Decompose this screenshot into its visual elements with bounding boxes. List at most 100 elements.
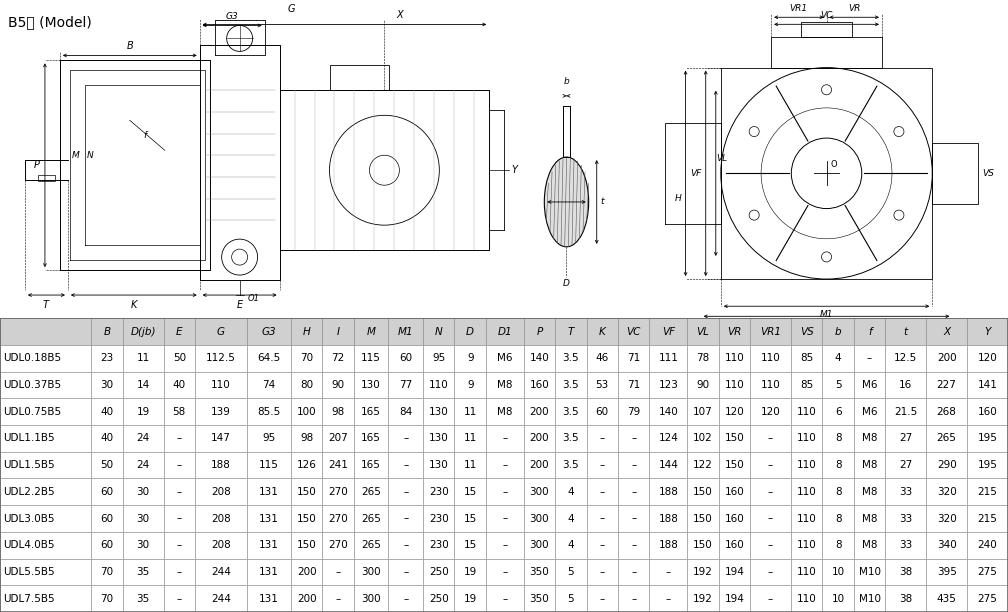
Bar <box>163 452 195 479</box>
Text: 120: 120 <box>761 407 780 417</box>
Text: –: – <box>502 594 507 603</box>
Text: X: X <box>396 10 403 20</box>
Circle shape <box>544 157 589 247</box>
Bar <box>123 505 163 532</box>
Text: –: – <box>502 513 507 523</box>
Text: M8: M8 <box>862 540 877 550</box>
Bar <box>555 345 587 371</box>
Text: 72: 72 <box>332 353 345 364</box>
Bar <box>823 345 854 371</box>
Bar <box>587 585 618 612</box>
Text: 60: 60 <box>101 487 114 497</box>
Bar <box>0 398 91 425</box>
Text: UDL0.37B5: UDL0.37B5 <box>3 380 61 390</box>
Bar <box>555 371 587 398</box>
Text: 110: 110 <box>797 513 816 523</box>
Bar <box>323 398 354 425</box>
Bar <box>524 398 555 425</box>
Bar <box>354 425 388 452</box>
Circle shape <box>749 210 759 220</box>
Text: VL: VL <box>697 327 710 337</box>
Bar <box>486 398 524 425</box>
Bar <box>618 559 649 585</box>
Text: 265: 265 <box>361 540 381 550</box>
Text: 110: 110 <box>797 487 816 497</box>
Bar <box>823 425 854 452</box>
Bar <box>587 371 618 398</box>
Text: 192: 192 <box>692 594 713 603</box>
Bar <box>524 532 555 559</box>
Bar <box>687 585 719 612</box>
Bar <box>323 532 354 559</box>
Bar <box>750 505 791 532</box>
Bar <box>323 559 354 585</box>
Text: 208: 208 <box>211 513 231 523</box>
Bar <box>618 479 649 505</box>
Text: 110: 110 <box>797 567 816 577</box>
Bar <box>555 585 587 612</box>
Bar <box>323 479 354 505</box>
Bar <box>618 585 649 612</box>
Text: 110: 110 <box>797 460 816 470</box>
Text: UDL1.1B5: UDL1.1B5 <box>3 433 54 444</box>
Bar <box>291 532 323 559</box>
Text: 8: 8 <box>835 513 842 523</box>
Text: 165: 165 <box>361 460 381 470</box>
Bar <box>291 318 323 345</box>
Bar <box>423 559 455 585</box>
Bar <box>163 371 195 398</box>
Bar <box>687 559 719 585</box>
Bar <box>687 425 719 452</box>
Bar <box>455 425 486 452</box>
Bar <box>926 532 967 559</box>
Text: –: – <box>600 460 605 470</box>
Bar <box>823 318 854 345</box>
Text: 240: 240 <box>978 540 998 550</box>
Bar <box>719 398 750 425</box>
Text: 130: 130 <box>428 433 449 444</box>
Text: 241: 241 <box>329 460 348 470</box>
Text: 8: 8 <box>835 460 842 470</box>
Bar <box>354 585 388 612</box>
Bar <box>247 398 291 425</box>
Bar <box>455 398 486 425</box>
Bar <box>423 425 455 452</box>
Text: 290: 290 <box>936 460 957 470</box>
Text: 195: 195 <box>978 460 998 470</box>
Text: 3.5: 3.5 <box>562 460 580 470</box>
Bar <box>123 398 163 425</box>
Bar <box>0 559 91 585</box>
Bar <box>323 585 354 612</box>
Text: –: – <box>336 567 341 577</box>
Text: 131: 131 <box>259 594 279 603</box>
Bar <box>649 479 687 505</box>
Text: 110: 110 <box>797 594 816 603</box>
Text: –: – <box>631 513 636 523</box>
Bar <box>649 585 687 612</box>
Text: 71: 71 <box>627 380 640 390</box>
Bar <box>354 532 388 559</box>
Bar <box>885 318 926 345</box>
Text: 14: 14 <box>136 380 150 390</box>
Text: 60: 60 <box>101 513 114 523</box>
Text: 265: 265 <box>936 433 957 444</box>
Text: 11: 11 <box>136 353 150 364</box>
Bar <box>163 479 195 505</box>
Bar <box>823 479 854 505</box>
Bar <box>388 479 423 505</box>
Circle shape <box>894 127 904 136</box>
Bar <box>455 479 486 505</box>
Circle shape <box>822 84 832 95</box>
Text: 320: 320 <box>936 513 957 523</box>
Bar <box>323 452 354 479</box>
Bar <box>687 398 719 425</box>
Bar <box>524 318 555 345</box>
Text: 64.5: 64.5 <box>257 353 280 364</box>
Text: –: – <box>768 460 773 470</box>
Bar <box>555 398 587 425</box>
Bar <box>587 559 618 585</box>
Text: N: N <box>87 151 94 160</box>
Text: 50: 50 <box>101 460 114 470</box>
Text: UDL7.5B5: UDL7.5B5 <box>3 594 54 603</box>
Text: 70: 70 <box>101 594 114 603</box>
